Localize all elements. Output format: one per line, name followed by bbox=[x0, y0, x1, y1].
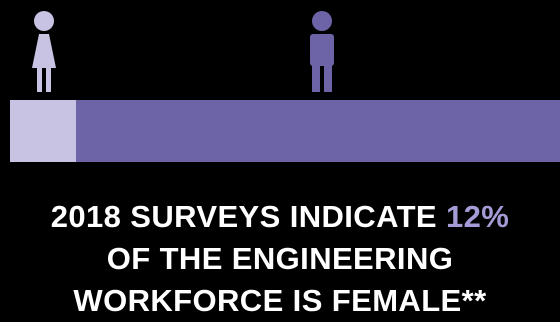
bar-segment-male bbox=[76, 100, 560, 162]
female-person-icon bbox=[24, 10, 64, 94]
proportion-bar bbox=[10, 100, 560, 162]
headline-line-3: WORKFORCE IS FEMALE** bbox=[73, 283, 487, 318]
female-person-icon-graphic bbox=[32, 11, 56, 92]
bar-segment-female bbox=[10, 100, 76, 162]
male-person-icon-graphic bbox=[310, 11, 334, 92]
headline-line-2: OF THE ENGINEERING bbox=[106, 241, 454, 276]
headline-percentage: 12% bbox=[446, 199, 510, 234]
male-person-icon bbox=[302, 10, 342, 94]
headline-line-1: 2018 SURVEYS INDICATE 12% bbox=[0, 196, 560, 238]
headline-prefix: 2018 SURVEYS INDICATE bbox=[50, 199, 447, 234]
headline: 2018 SURVEYS INDICATE 12% OF THE ENGINEE… bbox=[0, 196, 560, 322]
